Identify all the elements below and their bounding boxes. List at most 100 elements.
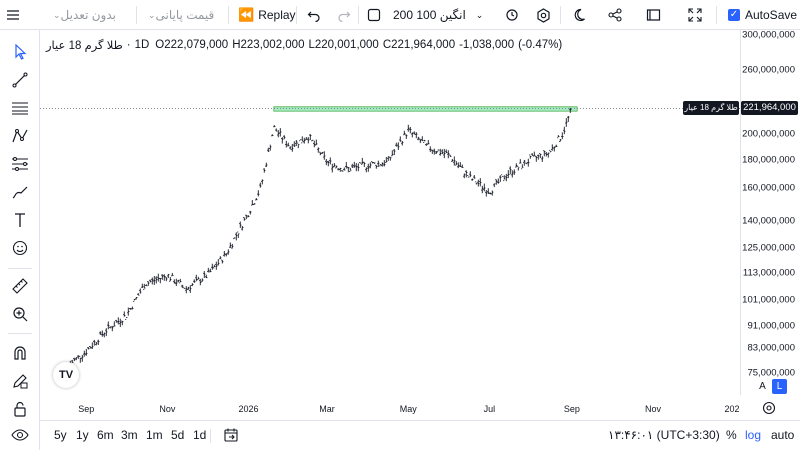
- pencil-lock-icon[interactable]: [10, 371, 30, 391]
- ruler-icon[interactable]: [10, 276, 30, 296]
- ohlc-bar: [509, 166, 512, 175]
- replay-button[interactable]: ⏪ Replay: [238, 0, 296, 30]
- ohlc-bar: [171, 272, 174, 277]
- undo-icon: [307, 11, 320, 22]
- emoji-icon[interactable]: [10, 238, 30, 258]
- ohlc-bar: [279, 128, 282, 137]
- alert-button[interactable]: [506, 0, 520, 30]
- ohlc-bar: [361, 157, 364, 165]
- chart-pane[interactable]: [40, 30, 740, 395]
- adjustment-dropdown[interactable]: ⌄ بدون تعدیل: [53, 8, 116, 22]
- price-axis[interactable]: 300,000,000 260,000,000 200,000,000 180,000…: [740, 30, 800, 395]
- ohlc-bar: [265, 162, 268, 168]
- ohlc-bar: [521, 164, 524, 170]
- text-icon[interactable]: [10, 210, 30, 230]
- range-5y[interactable]: 5y: [54, 428, 67, 442]
- ohlc-bar: [343, 167, 346, 171]
- clock-label[interactable]: ۱۳:۴۶:۰۱ (UTC+3:30): [608, 428, 720, 442]
- ohlc-bar: [341, 170, 344, 172]
- ohlc-bar: [215, 261, 218, 270]
- ohlc-bar: [169, 276, 172, 282]
- eye-icon[interactable]: [10, 425, 30, 445]
- ohlc-bar: [311, 139, 314, 142]
- price-type-dropdown[interactable]: ⌄ قیمت پایانی: [148, 8, 215, 22]
- layout-button[interactable]: [646, 0, 661, 30]
- hexagon-gear-icon: [537, 7, 550, 23]
- hamburger-icon[interactable]: [6, 0, 20, 30]
- share-button[interactable]: [608, 0, 622, 30]
- ohlc-bar: [513, 169, 516, 175]
- lock-scale-button[interactable]: L: [772, 379, 787, 394]
- ohlc-bar: [359, 162, 362, 164]
- indicators-button[interactable]: انگین 100 200 ⌄: [367, 0, 483, 30]
- ohlc-bar: [347, 167, 350, 173]
- ohlc-bar: [439, 148, 442, 156]
- range-3m[interactable]: 3m: [121, 428, 138, 442]
- fullscreen-icon: [688, 8, 702, 22]
- auto-toggle[interactable]: auto: [771, 428, 795, 442]
- ohlc-bar: [297, 142, 300, 149]
- ohlc-bar: [463, 173, 466, 179]
- magnet-icon[interactable]: [10, 343, 30, 363]
- ohlc-bar: [195, 274, 198, 282]
- undo-button[interactable]: [307, 0, 321, 30]
- ohlc-bar: [95, 342, 98, 346]
- time-tick-label: 2026: [238, 404, 259, 414]
- ohlc-bar: [159, 277, 162, 284]
- ohlc-bar: [569, 107, 572, 113]
- theme-button[interactable]: [572, 0, 586, 30]
- ohlc-bar: [149, 279, 152, 283]
- ohlc-bar: [137, 293, 140, 296]
- ohlc-bar: [163, 274, 166, 281]
- percent-toggle[interactable]: %: [726, 428, 737, 442]
- ohlc-bar: [263, 168, 266, 173]
- auto-scale-button[interactable]: A: [759, 381, 766, 392]
- date-range-button[interactable]: [223, 427, 239, 446]
- bottom-toolbar: 5y 1y 6m 3m 1m 5d 1d ۱۳:۴۶:۰۱ (UTC+3:30)…: [40, 420, 800, 450]
- autosave-toggle[interactable]: ✓ AutoSave: [728, 0, 797, 30]
- ohlc-bar: [291, 143, 294, 152]
- zoom-icon[interactable]: [10, 304, 30, 324]
- ohlc-bar: [101, 330, 104, 337]
- ohlc-bar: [491, 190, 494, 196]
- ohlc-bar: [183, 287, 186, 290]
- legend-symbol[interactable]: طلا گرم 18 عیار: [46, 40, 123, 52]
- cursor-icon[interactable]: [10, 42, 30, 62]
- ohlc-bar: [87, 347, 90, 350]
- layout-icon: [646, 9, 661, 21]
- redo-button[interactable]: [337, 0, 351, 30]
- price-chart[interactable]: [40, 30, 740, 395]
- ohlc-bar: [81, 354, 84, 362]
- ohlc-bar: [243, 217, 246, 221]
- ohlc-bar: [527, 158, 530, 167]
- ohlc-bar: [337, 168, 340, 171]
- trend-line-icon[interactable]: [10, 70, 30, 90]
- range-5d[interactable]: 5d: [171, 428, 185, 442]
- fullscreen-button[interactable]: [688, 0, 702, 30]
- measure-lines-icon[interactable]: [10, 154, 30, 174]
- lock-icon[interactable]: [10, 399, 30, 419]
- ohlc-bar: [211, 263, 214, 270]
- range-6m[interactable]: 6m: [97, 428, 114, 442]
- settings-button[interactable]: [536, 0, 551, 30]
- settings-gear-icon[interactable]: [762, 401, 776, 420]
- pattern-icon[interactable]: [10, 126, 30, 146]
- range-1m[interactable]: 1m: [146, 428, 163, 442]
- log-toggle[interactable]: log: [745, 428, 762, 442]
- price-tick-label: 140,000,000: [742, 215, 795, 227]
- range-1d[interactable]: 1d: [193, 428, 207, 442]
- range-1y[interactable]: 1y: [76, 428, 89, 442]
- ohlc-bar: [127, 307, 130, 316]
- ohlc-bar: [93, 339, 96, 346]
- ohlc-bar: [457, 162, 460, 169]
- ohlc-bar: [477, 179, 480, 187]
- brush-icon[interactable]: [10, 182, 30, 202]
- time-axis[interactable]: Sep Nov 2026 Mar May Jul Sep Nov 202: [40, 395, 740, 420]
- price-tick-label: 260,000,000: [742, 64, 795, 76]
- ohlc-bar: [77, 355, 80, 359]
- tradingview-logo[interactable]: TV: [53, 362, 79, 388]
- ohlc-bar: [339, 167, 342, 172]
- ohlc-bar: [423, 139, 426, 143]
- horizontal-lines-icon[interactable]: [10, 98, 30, 118]
- ohlc-bar: [505, 173, 508, 182]
